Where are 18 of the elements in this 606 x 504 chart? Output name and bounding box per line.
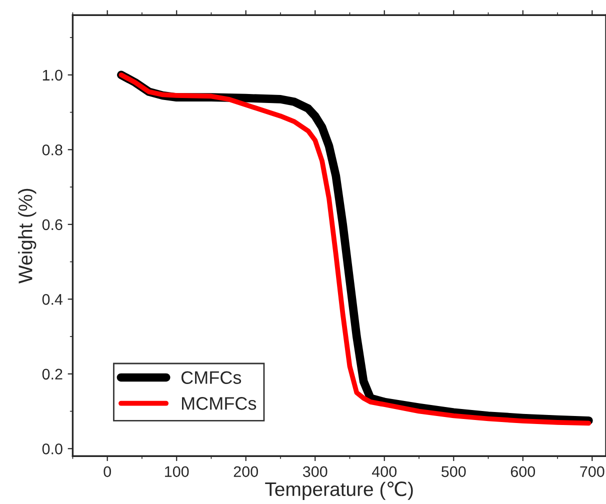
y-tick-label: 0.2 [42, 368, 62, 380]
x-tick-label: 400 [372, 466, 397, 478]
x-tick-label: 600 [510, 466, 536, 478]
y-tick-label: 0.0 [42, 444, 62, 454]
x-tick-label: 0 [104, 466, 111, 478]
x-tick-label: 100 [165, 466, 189, 478]
x-tick-label: 300 [302, 466, 328, 478]
y-tick-label: 0.6 [42, 219, 62, 230]
y-tick-label: 1.0 [42, 70, 62, 81]
y-tick-label: 0.4 [42, 294, 63, 305]
x-tick-label: 200 [234, 466, 258, 478]
y-tick-label: 0.8 [42, 144, 62, 156]
legend-label: MCMFCs [182, 397, 256, 410]
legend-label: CMFCs [181, 371, 242, 384]
x-tick-label: 500 [442, 466, 466, 478]
y-axis-title: Weight (%) [18, 188, 36, 284]
x-tick-label: 700 [580, 466, 604, 478]
x-axis-title: Temperature (℃) [265, 481, 413, 500]
